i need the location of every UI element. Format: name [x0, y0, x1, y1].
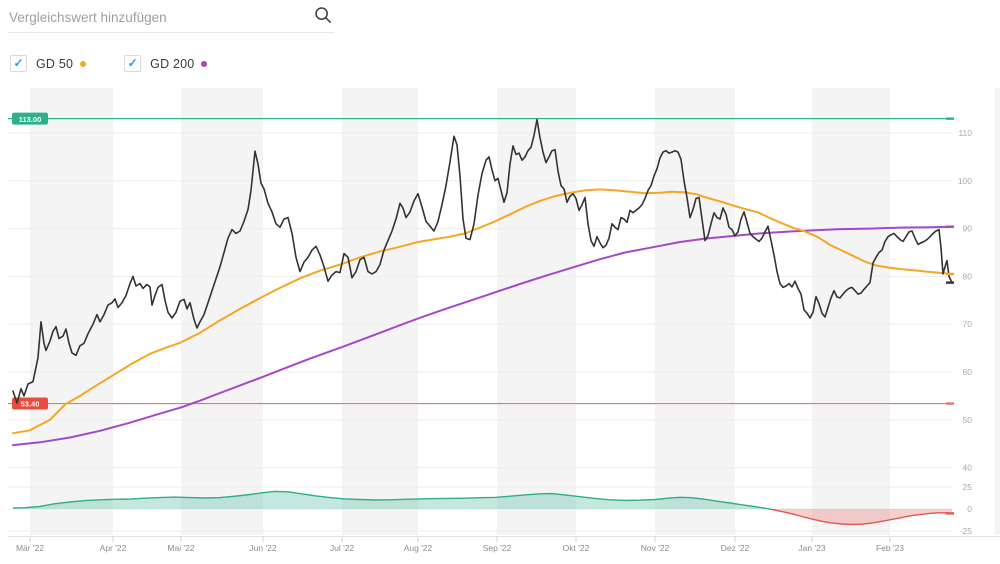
reference-badge-label: 53.40	[21, 400, 40, 409]
x-axis: Mär '22 Apr '22 Mai '22 Jun '22 Jul '22 Aug '…	[16, 536, 904, 553]
price-line	[12, 118, 953, 404]
check-icon: ✓	[127, 56, 138, 70]
search-input[interactable]	[8, 2, 305, 30]
x-tick-label: Apr '22	[100, 543, 127, 553]
x-tick-label: Jun '22	[249, 543, 276, 553]
reference-badge-53.40	[12, 397, 48, 410]
y-tick-label: 50	[963, 415, 973, 425]
y-tick-label: 100	[958, 176, 972, 186]
indicator-area-negative	[13, 509, 952, 525]
y-tick-label: 90	[963, 224, 973, 234]
axis-value-markers	[946, 117, 954, 515]
x-tick-label: Feb '23	[876, 543, 904, 553]
x-tick-label: Mär '22	[16, 543, 44, 553]
x-tick-label: Mai '22	[167, 543, 194, 553]
indicator-area-positive	[13, 491, 952, 509]
x-tick-label: Okt '22	[563, 543, 590, 553]
x-tick-label: Dez '22	[721, 543, 750, 553]
legend-label-gd200: GD 200	[150, 56, 195, 71]
legend-label-gd50: GD 50	[36, 56, 74, 71]
search-icon[interactable]	[314, 6, 332, 24]
comparison-search-bar	[8, 2, 334, 33]
x-tick-label: Aug '22	[404, 543, 433, 553]
indicator-tick-label: -25	[960, 526, 973, 536]
gd50-line	[12, 188, 953, 435]
indicator-line-negative	[765, 509, 952, 526]
indicator-line-positive	[12, 490, 774, 509]
gd200-line	[12, 225, 953, 447]
y-tick-label: 70	[963, 319, 973, 329]
y-tick-label: 80	[963, 271, 973, 281]
x-tick-label: Nov '22	[641, 543, 670, 553]
gd50-color-dot	[80, 60, 87, 67]
month-bands	[30, 88, 1000, 535]
moving-average-legend: ✓ GD 50 ✓ GD 200	[10, 55, 208, 72]
legend-item-gd50[interactable]: ✓ GD 50	[10, 55, 87, 72]
search-field-row	[8, 2, 334, 33]
gd200-color-dot	[201, 60, 208, 67]
x-tick-label: Jul '22	[330, 543, 355, 553]
y-tick-label: 60	[963, 367, 973, 377]
y-axis-right: 110 100 90 80 70 60 50 40 25 0 -25	[958, 128, 972, 536]
y-tick-label: 110	[958, 128, 972, 138]
gd200-checkbox[interactable]: ✓	[124, 55, 142, 72]
indicator-tick-label: 0	[967, 504, 972, 514]
gd50-checkbox[interactable]: ✓	[10, 55, 27, 72]
y-tick-label: 40	[963, 463, 973, 473]
gridlines	[8, 132, 1000, 537]
indicator-tick-label: 25	[963, 482, 973, 492]
legend-item-gd200[interactable]: ✓ GD 200	[124, 55, 208, 72]
check-icon: ✓	[13, 56, 24, 70]
reference-badge-113.00	[12, 112, 48, 125]
x-tick-label: Sep '22	[483, 543, 512, 553]
x-tick-label: Jan '23	[798, 543, 825, 553]
reference-badge-label: 113.00	[19, 115, 42, 124]
